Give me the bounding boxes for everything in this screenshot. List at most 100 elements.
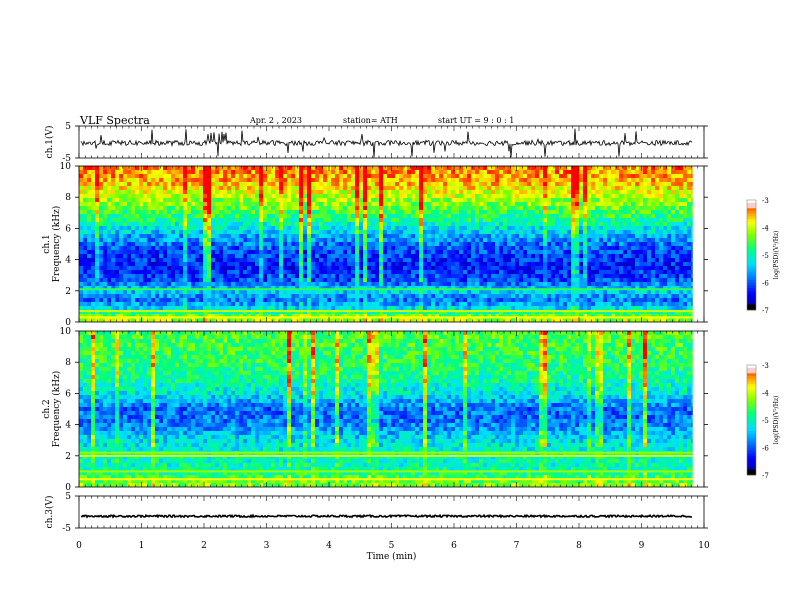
ch1-spectrogram-cell — [463, 306, 467, 310]
ch1-spectrogram-cell — [495, 194, 499, 198]
ch1-spectrogram-cell — [547, 202, 551, 206]
ch1-spectrogram-cell — [479, 214, 483, 218]
ch1-spectrogram-cell — [459, 306, 463, 310]
ch1-spectrogram-cell — [179, 198, 183, 202]
ch1-spectrogram-cell — [415, 186, 419, 190]
ch1-spectrogram-cell — [119, 290, 123, 294]
ch1-spectrogram-cell — [331, 254, 335, 258]
ch1-spectrogram-cell — [243, 214, 247, 218]
ch1-spectrogram-cell — [347, 186, 351, 190]
ch1-spectrogram-cell — [95, 266, 99, 270]
ch1-spectrogram-cell — [511, 258, 515, 262]
ch1-spectrogram-cell — [99, 186, 103, 190]
ch1-spectrogram-cell — [163, 262, 167, 266]
ch1-spectrogram-cell — [483, 234, 487, 238]
ch1-spectrogram-cell — [383, 246, 387, 250]
ch1-spectrogram-cell — [299, 286, 303, 290]
ch1-spectrogram-cell — [255, 274, 259, 278]
ch1-spectrogram-cell — [587, 210, 591, 214]
ch1-spectrogram-cell — [571, 198, 575, 202]
ch1-spectrogram-cell — [479, 266, 483, 270]
ch1-spectrogram-cell — [419, 198, 423, 202]
ch1-spectrogram-cell — [183, 250, 187, 254]
ch1-spectrogram-cell — [411, 194, 415, 198]
ch1-spectrogram-cell — [335, 178, 339, 182]
ch1-spectrogram-cell — [475, 306, 479, 310]
ch1-spectrogram-cell — [123, 190, 127, 194]
ch1-spectrogram-cell — [431, 290, 435, 294]
ch1-spectrogram-cell — [111, 178, 115, 182]
ch1-spectrogram-cell — [499, 222, 503, 226]
ch1-spectrogram-cell — [331, 262, 335, 266]
ch1-spectrogram-cell — [247, 262, 251, 266]
ch1-spectrogram-cell — [267, 286, 271, 290]
ch1-spectrogram-cell — [163, 182, 167, 186]
ch1-spectrogram-cell — [367, 202, 371, 206]
ch1-spectrogram-cell — [127, 286, 131, 290]
ch1-spectrogram-cell — [343, 290, 347, 294]
ch1-spectrogram-cell — [211, 206, 215, 210]
ch1-spectrogram-cell — [315, 186, 319, 190]
ch1-spectrogram-cell — [583, 294, 587, 298]
ch1-spectrogram-cell — [395, 270, 399, 274]
ch1-spectrogram-cell — [543, 286, 547, 290]
ch1-spectrogram-cell — [567, 182, 571, 186]
ch1-spectrogram-cell — [511, 314, 515, 318]
ch1-spectrogram-cell — [211, 238, 215, 242]
ch1-spectrogram-cell — [207, 230, 211, 234]
ch1-spectrogram-cell — [243, 270, 247, 274]
ch1-spectrogram-cell — [167, 210, 171, 214]
ch1-spectrogram-cell — [191, 278, 195, 282]
ch1-spectrogram-cell — [211, 226, 215, 230]
ch1-spectrogram-cell — [267, 234, 271, 238]
ch1-spectrogram-cell — [371, 222, 375, 226]
ch1-spectrogram-cell — [387, 238, 391, 242]
ch1-spectrogram-cell — [475, 246, 479, 250]
ch1-spectrogram-cell — [407, 174, 411, 178]
ch1-spectrogram-cell — [263, 170, 267, 174]
ch1-spectrogram-cell — [443, 306, 447, 310]
ch1-spectrogram-cell — [171, 210, 175, 214]
ch1-spectrogram-cell — [503, 234, 507, 238]
ch1-spectrogram-cell — [79, 174, 83, 178]
ch1-spectrogram-cell — [87, 286, 91, 290]
ch1-spectrogram-cell — [419, 258, 423, 262]
ch1-spectrogram-cell — [371, 246, 375, 250]
ch1-spectrogram-cell — [127, 198, 131, 202]
ch1-spectrogram-cell — [359, 282, 363, 286]
ch1-spectrogram-cell — [455, 318, 459, 322]
ch1-spectrogram-cell — [159, 170, 163, 174]
ch1-spectrogram-cell — [435, 182, 439, 186]
ch1-spectrogram-cell — [503, 166, 507, 170]
ch1-spectrogram-cell — [307, 230, 311, 234]
ch1-spectrogram-cell — [423, 302, 427, 306]
ch1-spectrogram-cell — [131, 278, 135, 282]
ch1-spectrogram-cell — [179, 186, 183, 190]
ch1-spectrogram-cell — [503, 238, 507, 242]
ch1-spectrogram-cell — [467, 202, 471, 206]
ch1-spectrogram-cell — [359, 198, 363, 202]
ch1-spectrogram-cell — [95, 238, 99, 242]
ch1-spectrogram-cell — [427, 182, 431, 186]
ch1-spectrogram-cell — [295, 206, 299, 210]
ch1-spectrogram-cell — [543, 234, 547, 238]
ch1-spectrogram-cell — [83, 250, 87, 254]
ch1-spectrogram-cell — [551, 286, 555, 290]
ch1-spectrogram-cell — [439, 166, 443, 170]
ch1-spectrogram-cell — [107, 210, 111, 214]
ch1-spectrogram-cell — [419, 246, 423, 250]
ch1-spectrogram-cell — [143, 214, 147, 218]
ch1-spectrogram-cell — [319, 306, 323, 310]
ch1-spectrogram-cell — [467, 226, 471, 230]
ch1-spectrogram-cell — [179, 266, 183, 270]
ch1-spectrogram-cell — [579, 234, 583, 238]
ch1-spectrogram-cell — [159, 182, 163, 186]
ch1-spectrogram-cell — [83, 314, 87, 318]
ch1-spectrogram-cell — [151, 222, 155, 226]
ch1-spectrogram-cell — [383, 206, 387, 210]
ch1-spectrogram-cell — [199, 250, 203, 254]
ch1-spectrogram-cell — [567, 294, 571, 298]
ch1-spectrogram-cell — [447, 274, 451, 278]
ch1-spectrogram-cell — [571, 314, 575, 318]
ch1-spectrogram-cell — [391, 238, 395, 242]
